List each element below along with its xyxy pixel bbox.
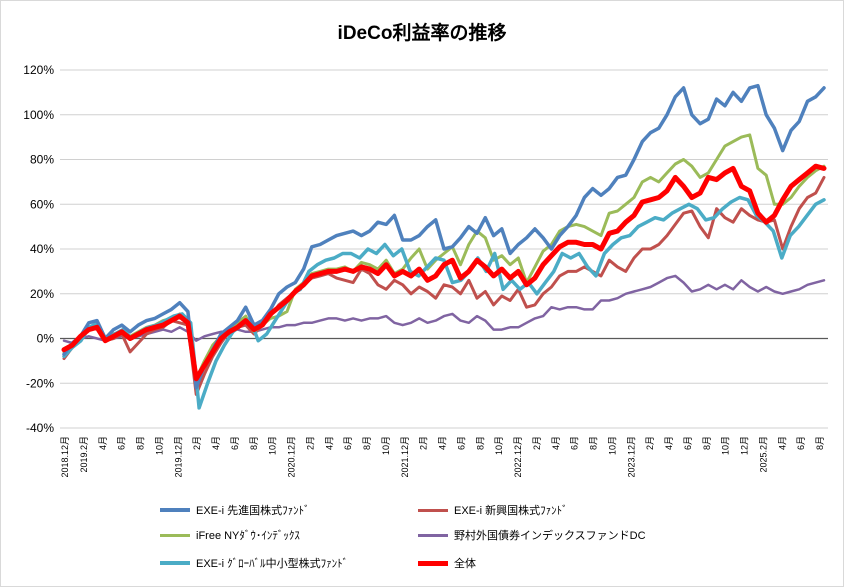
x-tick-label: 8月 xyxy=(362,436,372,450)
x-tick-label: 10月 xyxy=(381,436,391,455)
x-tick-label: 2月 xyxy=(532,436,542,450)
x-tick-label: 4月 xyxy=(211,436,221,450)
x-tick-label: 10月 xyxy=(494,436,504,455)
x-tick-label: 8月 xyxy=(702,436,712,450)
x-tick-label: 8月 xyxy=(815,436,825,450)
x-tick-label: 10月 xyxy=(607,436,617,455)
x-tick-label: 2021.12月 xyxy=(400,436,410,478)
x-tick-label: 2月 xyxy=(192,436,202,450)
x-tick-label: 6月 xyxy=(570,436,580,450)
y-tick-label: 60% xyxy=(30,197,54,211)
x-tick-label: 6月 xyxy=(796,436,806,450)
x-tick-label: 2月 xyxy=(305,436,315,450)
series-line-2 xyxy=(62,133,826,381)
x-tick-label: 6月 xyxy=(456,436,466,450)
x-tick-label: 10月 xyxy=(268,436,278,455)
x-tick-label: 2025.2月 xyxy=(758,436,768,473)
x-tick-label: 4月 xyxy=(664,436,674,450)
x-tick-label: 2022.12月 xyxy=(513,436,523,478)
x-tick-label: 2019.2月 xyxy=(79,436,89,473)
x-tick-label: 8月 xyxy=(136,436,146,450)
y-tick-label: -40% xyxy=(26,421,54,435)
x-tick-label: 10月 xyxy=(721,436,731,455)
x-tick-label: 6月 xyxy=(230,436,240,450)
x-tick-label: 2020.12月 xyxy=(287,436,297,478)
x-tick-label: 4月 xyxy=(777,436,787,450)
x-tick-label: 8月 xyxy=(589,436,599,450)
y-tick-label: 80% xyxy=(30,153,54,167)
x-tick-label: 2019.12月 xyxy=(173,436,183,478)
series-line-5 xyxy=(61,163,827,382)
x-tick-label: 8月 xyxy=(249,436,259,450)
x-tick-label: 4月 xyxy=(324,436,334,450)
gridlines xyxy=(60,69,828,429)
y-axis-ticks: -40% -20% 0% 20% 40% 60% 80% 100% 120% xyxy=(23,63,54,435)
y-tick-label: 120% xyxy=(23,63,54,77)
x-tick-label: 4月 xyxy=(551,436,561,450)
y-tick-label: 20% xyxy=(30,287,54,301)
x-tick-label: 6月 xyxy=(343,436,353,450)
x-tick-label: 4月 xyxy=(438,436,448,450)
x-tick-label: 10月 xyxy=(154,436,164,455)
x-tick-label: 2月 xyxy=(419,436,429,450)
x-axis-ticks: 2018.12月 2019.2月 4月 6月 8月 10月 2019.12月 2月 4月 6月 8月… xyxy=(60,436,825,478)
y-tick-label: -20% xyxy=(26,376,54,390)
x-tick-label: 8月 xyxy=(475,436,485,450)
series-lines xyxy=(61,83,827,410)
x-tick-label: 6月 xyxy=(117,436,127,450)
x-tick-label: 6月 xyxy=(683,436,693,450)
x-tick-label: 12月 xyxy=(740,436,750,455)
x-tick-label: 2018.12月 xyxy=(60,436,70,478)
y-tick-label: 40% xyxy=(30,242,54,256)
x-tick-label: 2月 xyxy=(645,436,655,450)
y-tick-label: 100% xyxy=(23,108,54,122)
y-tick-label: 0% xyxy=(37,332,55,346)
x-tick-label: 4月 xyxy=(98,436,108,450)
x-tick-label: 2023.12月 xyxy=(626,436,636,478)
chart-title: iDeCo利益率の推移 xyxy=(337,23,507,44)
